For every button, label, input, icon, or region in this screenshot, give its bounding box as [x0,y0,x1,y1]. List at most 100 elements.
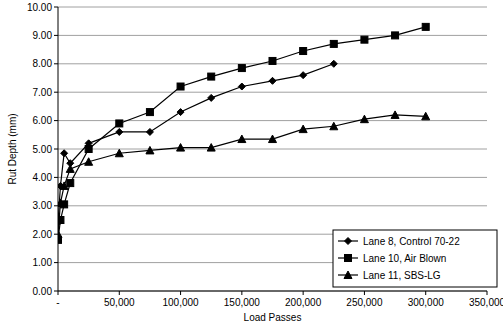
series-marker [116,120,123,127]
grid-line [58,149,487,150]
x-tick-label: 100,000 [162,297,199,308]
grid-line [58,205,487,206]
series-marker [330,40,337,47]
x-axis-label: Load Passes [244,312,302,323]
x-tick [425,291,426,295]
series-marker [58,230,62,238]
y-tick-label: 7.00 [33,87,53,98]
legend-label: Lane 10, Air Blown [363,253,446,264]
legend-label: Lane 8, Control 70-22 [363,236,460,247]
y-tick [54,92,58,93]
y-tick-label: 3.00 [33,200,53,211]
y-axis-label: Rut Depth (mm) [7,113,18,184]
series-marker [238,65,245,72]
series-marker [58,199,64,207]
x-tick-label: 150,000 [224,297,261,308]
y-tick [54,35,58,36]
y-tick-label: 8.00 [33,58,53,69]
series-marker [116,128,123,135]
grid-line [58,35,487,36]
x-tick [58,291,59,295]
chart: 0.00 1.00 2.00 3.00 4.00 5.00 6.00 7.00 8.00 9.00… [0,0,503,326]
series-marker [146,128,153,135]
x-tick [364,291,365,295]
series-marker [61,150,68,157]
y-tick-label: 2.00 [33,229,53,240]
x-tick [241,291,242,295]
x-tick-label: 350,000 [469,297,503,308]
x-tick-label: 200,000 [285,297,322,308]
series-marker [177,83,184,90]
legend: Lane 8, Control 70-22 Lane 10, Air Blown L… [333,230,497,287]
x-tick-label: 300,000 [408,297,445,308]
series-marker [330,122,338,130]
series-marker [177,144,185,152]
x-tick-label: - [56,297,59,308]
series-marker [60,182,68,190]
legend-box [333,230,497,287]
series-marker [146,146,154,154]
y-tick [54,63,58,64]
legend-marker [344,271,352,279]
x-axis [58,291,487,292]
y-tick-label: 10.00 [27,2,52,13]
series-marker [300,48,307,55]
y-tick-label: 9.00 [33,30,53,41]
x-tick [119,291,120,295]
y-tick [54,149,58,150]
series-marker [299,125,307,132]
series-line [58,115,426,234]
series-marker [269,135,277,143]
series-marker [85,146,92,153]
y-tick [54,120,58,121]
series-marker [269,77,276,84]
x-tick-label: 250,000 [346,297,383,308]
y-tick-label: 5.00 [33,144,53,155]
series-marker [391,111,399,119]
grid-line [58,7,487,8]
plot-area [58,23,430,243]
grid-line [58,291,487,292]
legend-marker [345,255,352,262]
series-marker [207,144,215,152]
series-marker [85,158,93,166]
series-marker [422,112,430,120]
y-tick [54,205,58,206]
series-marker [392,32,399,39]
series-marker [115,149,123,157]
series-line [58,27,426,240]
series-marker [300,72,307,79]
series-marker [67,180,74,187]
y-tick-label: 1.00 [33,257,53,268]
grid-line [58,92,487,93]
series-marker [177,109,184,116]
series-marker [66,165,74,173]
y-tick-label: 6.00 [33,115,53,126]
y-tick [54,262,58,263]
y-tick [54,177,58,178]
legend-label: Lane 11, SBS-LG [363,270,441,281]
y-tick [54,291,58,292]
x-tick [180,291,181,295]
series-marker [208,94,215,101]
series-marker [238,135,246,143]
y-tick [54,234,58,235]
series-marker [361,36,368,43]
x-tick-label: 50,000 [104,297,135,308]
y-axis [58,7,59,291]
x-tick [487,291,488,295]
y-tick-label: 4.00 [33,172,53,183]
series-marker [146,109,153,116]
series-marker [422,23,429,30]
x-tick [303,291,304,295]
series-marker [269,57,276,64]
series-marker [238,83,245,90]
y-tick-label: 0.00 [33,286,53,297]
series-marker [330,60,337,67]
series-marker [360,115,368,123]
series-marker [208,73,215,80]
legend-marker [345,238,352,245]
y-tick [54,7,58,8]
grid-line [58,177,487,178]
series-line [58,64,334,223]
